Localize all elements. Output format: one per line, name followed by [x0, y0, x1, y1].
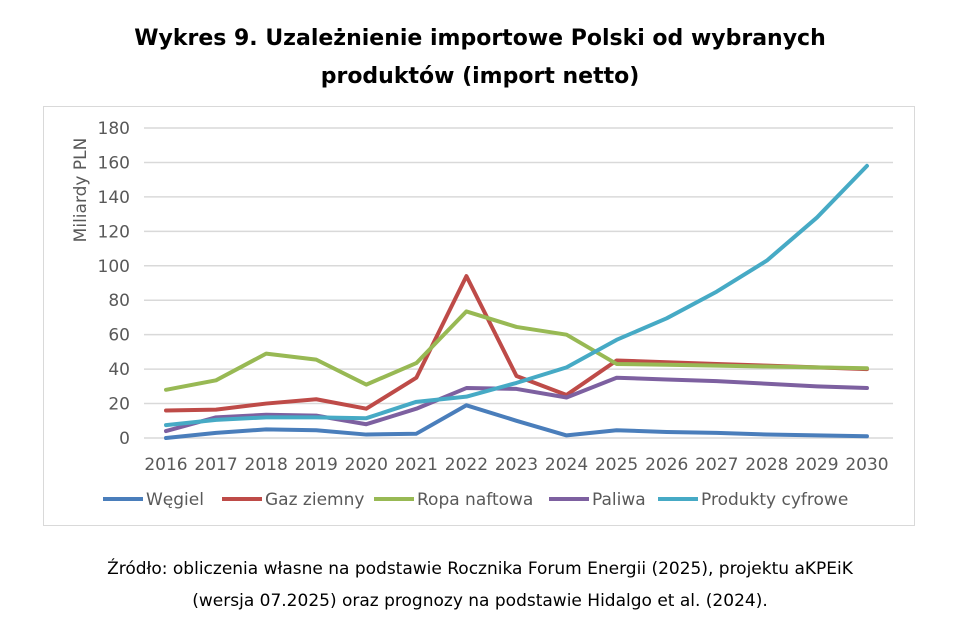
legend-item: Paliwa: [549, 490, 646, 510]
x-tick-label: 2018: [245, 455, 288, 475]
x-tick-label: 2028: [745, 455, 788, 475]
x-tick-label: 2026: [645, 455, 688, 475]
x-tick-label: 2017: [194, 455, 237, 475]
x-tick-label: 2024: [545, 455, 588, 475]
y-tick-label: 140: [98, 188, 130, 208]
y-tick-label: 160: [98, 153, 130, 173]
x-tick-label: 2025: [595, 455, 638, 475]
y-tick-label: 80: [108, 291, 130, 311]
x-tick-label: 2029: [795, 455, 838, 475]
x-tick-label: 2022: [445, 455, 488, 475]
legend-label: Paliwa: [592, 490, 646, 510]
y-axis-label: Miliardy PLN: [71, 138, 91, 243]
legend-label: Węgiel: [146, 490, 204, 510]
y-tick-label: 120: [98, 222, 130, 242]
x-tick-label: 2027: [695, 455, 738, 475]
x-tick-label: 2023: [495, 455, 538, 475]
chart-title-line1: Wykres 9. Uzależnienie importowe Polski …: [134, 26, 826, 51]
chart-title-line2: produktów (import netto): [320, 64, 640, 89]
y-tick-label: 40: [108, 360, 130, 380]
legend-item: Gaz ziemny: [222, 490, 364, 510]
legend-item: Węgiel: [103, 490, 204, 510]
y-tick-label: 60: [108, 326, 130, 346]
x-tick-label: 2020: [345, 455, 388, 475]
legend-label: Produkty cyfrowe: [701, 490, 848, 510]
y-tick-label: 20: [108, 395, 130, 415]
source-line2: (wersja 07.2025) oraz prognozy na podsta…: [192, 591, 768, 611]
y-tick-label: 180: [98, 119, 130, 139]
series-line-3: [164, 375, 869, 434]
chart-title: Wykres 9. Uzależnienie importowe Polski …: [0, 20, 960, 96]
x-tick-label: 2030: [845, 455, 888, 475]
legend-label: Ropa naftowa: [417, 490, 533, 510]
source-note: Źródło: obliczenia własne na podstawie R…: [0, 553, 960, 617]
legend-label: Gaz ziemny: [265, 490, 364, 510]
series-line-4: [164, 163, 869, 428]
source-line1: Źródło: obliczenia własne na podstawie R…: [107, 559, 853, 579]
x-tick-label: 2021: [395, 455, 438, 475]
y-tick-label: 100: [98, 257, 130, 277]
x-tick-label: 2019: [295, 455, 338, 475]
x-tick-label: 2016: [144, 455, 187, 475]
series-line-0: [164, 403, 869, 440]
legend-item: Produkty cyfrowe: [658, 490, 848, 510]
series-line-2: [164, 309, 869, 392]
y-tick-label: 0: [119, 429, 130, 449]
legend-item: Ropa naftowa: [374, 490, 533, 510]
chart-frame: [43, 106, 915, 526]
